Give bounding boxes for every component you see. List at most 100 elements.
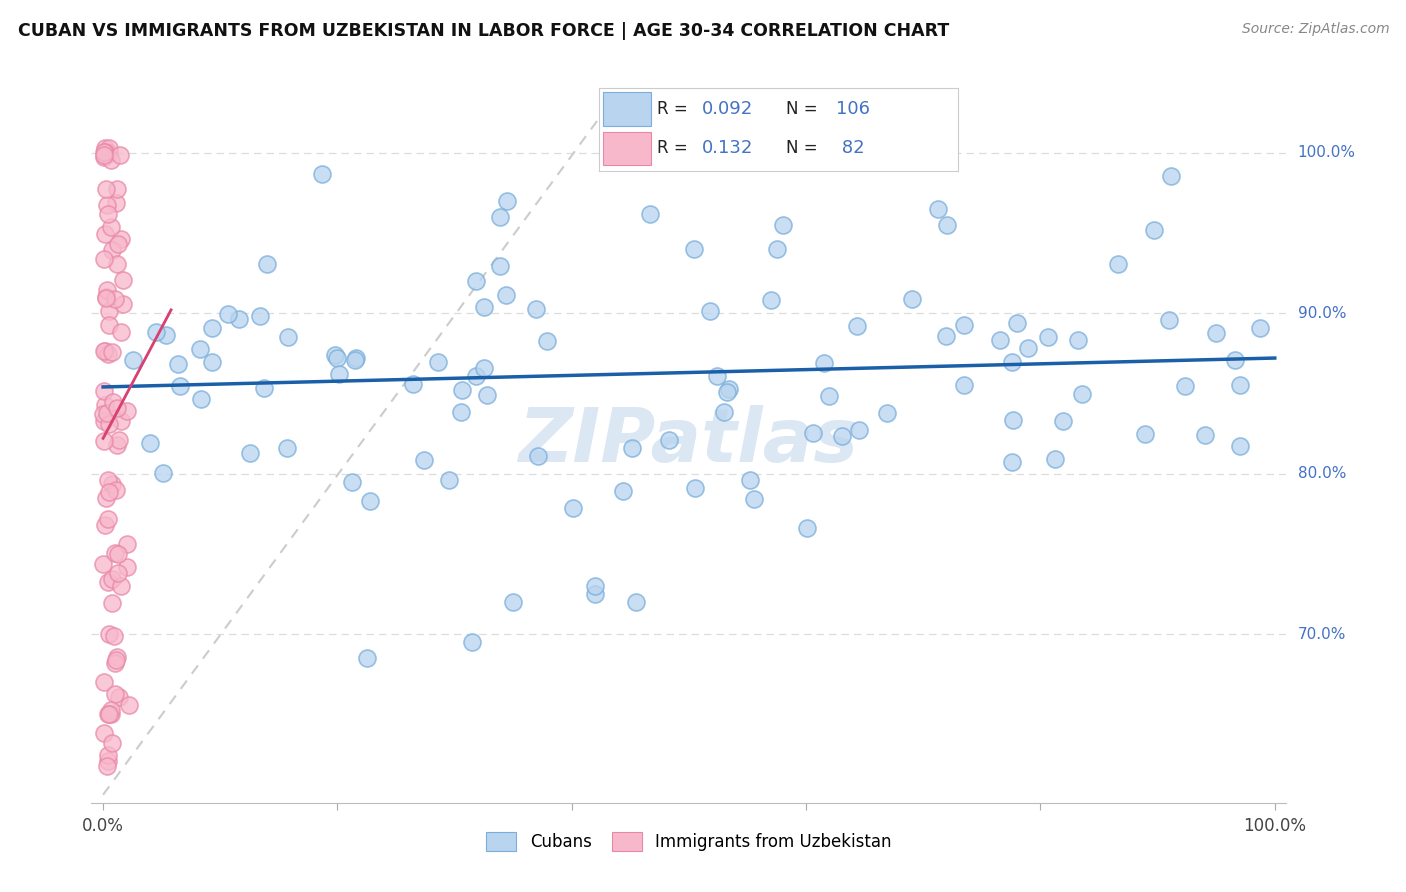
Point <box>1002 412 1025 426</box>
Point <box>217 307 239 321</box>
Point <box>927 202 949 216</box>
Point <box>1001 355 1024 369</box>
Point <box>527 449 550 463</box>
Point <box>167 358 190 372</box>
Point <box>169 378 191 392</box>
Point <box>107 566 129 581</box>
Point <box>97 146 120 161</box>
Point <box>122 353 145 368</box>
Point <box>107 401 129 415</box>
Point <box>1036 330 1059 344</box>
Point <box>112 273 135 287</box>
Point <box>1174 378 1197 392</box>
Point <box>105 182 128 196</box>
Point <box>94 290 117 304</box>
Point <box>953 377 976 392</box>
Point <box>188 342 211 356</box>
Point <box>139 435 162 450</box>
Point <box>101 736 124 750</box>
Point <box>97 417 120 431</box>
Point <box>713 405 735 419</box>
Point <box>496 194 519 208</box>
Point <box>96 512 118 526</box>
Point <box>104 546 127 560</box>
Point <box>718 383 741 397</box>
Point <box>228 312 250 326</box>
Point <box>402 376 425 391</box>
Point <box>846 319 869 334</box>
Point <box>96 182 118 196</box>
Point <box>583 579 606 593</box>
Point <box>100 220 122 235</box>
Point <box>340 475 363 489</box>
Point <box>1071 387 1094 401</box>
Point <box>901 293 924 307</box>
Text: Source: ZipAtlas.com: Source: ZipAtlas.com <box>1241 22 1389 37</box>
Point <box>474 360 496 375</box>
Point <box>813 355 835 369</box>
Point <box>612 483 634 498</box>
Point <box>93 145 115 159</box>
Point <box>104 292 127 306</box>
Point <box>502 595 524 609</box>
Point <box>105 196 128 211</box>
Point <box>94 227 117 242</box>
Point <box>104 687 127 701</box>
Point <box>952 318 974 332</box>
Point <box>201 355 224 369</box>
Point <box>326 351 349 365</box>
Point <box>110 578 132 592</box>
Point <box>94 343 117 358</box>
Point <box>1194 428 1216 442</box>
Text: 80.0%: 80.0% <box>1298 467 1346 481</box>
Point <box>1067 333 1090 347</box>
Point <box>98 484 121 499</box>
Point <box>152 467 174 481</box>
Point <box>716 385 738 400</box>
Point <box>107 236 129 251</box>
Point <box>561 500 583 515</box>
Point <box>1001 455 1024 469</box>
Point <box>451 383 474 397</box>
Point <box>155 327 177 342</box>
Point <box>101 243 124 257</box>
Point <box>93 147 115 161</box>
Point <box>117 404 139 418</box>
Point <box>489 210 512 224</box>
Text: 90.0%: 90.0% <box>1298 306 1346 320</box>
Point <box>97 347 120 361</box>
Point <box>115 559 138 574</box>
Point <box>115 536 138 550</box>
Point <box>489 260 512 274</box>
Point <box>105 653 128 667</box>
Point <box>97 207 120 221</box>
Point <box>100 706 122 721</box>
Point <box>253 381 276 395</box>
Point <box>98 627 121 641</box>
Point <box>107 547 129 561</box>
Point <box>1229 439 1251 453</box>
Point <box>249 309 271 323</box>
Point <box>100 703 122 717</box>
Point <box>110 325 132 339</box>
Point <box>105 649 128 664</box>
Point <box>1135 426 1157 441</box>
Point <box>93 150 115 164</box>
Point <box>104 483 127 498</box>
Point <box>465 274 488 288</box>
Point <box>658 433 681 447</box>
Point <box>1143 223 1166 237</box>
Point <box>110 414 132 428</box>
Point <box>682 243 704 257</box>
Text: CUBAN VS IMMIGRANTS FROM UZBEKISTAN IN LABOR FORCE | AGE 30-34 CORRELATION CHART: CUBAN VS IMMIGRANTS FROM UZBEKISTAN IN L… <box>18 22 949 40</box>
Point <box>101 597 124 611</box>
Point <box>935 218 957 232</box>
Point <box>112 297 135 311</box>
Point <box>624 595 647 609</box>
Point <box>98 707 120 722</box>
Point <box>450 404 472 418</box>
Point <box>1107 257 1129 271</box>
Point <box>94 145 117 159</box>
Point <box>759 293 782 307</box>
Point <box>1017 341 1039 355</box>
